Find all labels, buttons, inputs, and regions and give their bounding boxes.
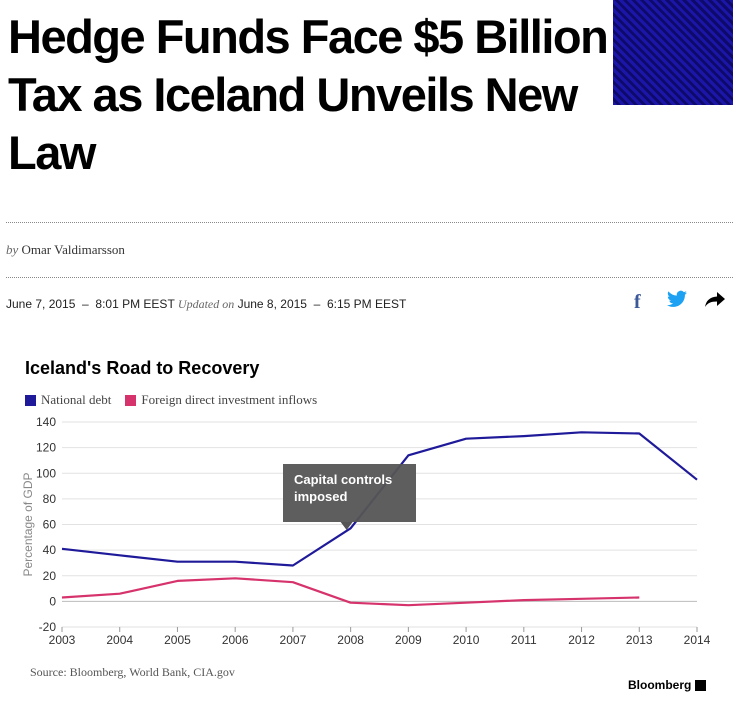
y-tick-label: -20	[39, 620, 57, 634]
y-tick-label: 40	[43, 543, 57, 557]
y-tick-label: 80	[43, 492, 57, 506]
x-tick-label: 2009	[395, 633, 422, 647]
byline: by Omar Valdimarsson	[6, 242, 125, 258]
divider-top	[6, 222, 733, 223]
annotation-text: Capital controls imposed	[294, 472, 392, 504]
chart-title: Iceland's Road to Recovery	[25, 358, 260, 378]
byline-prefix: by	[6, 242, 19, 257]
x-tick-label: 2010	[453, 633, 480, 647]
legend-item-fdi: Foreign direct investment inflows	[125, 392, 317, 408]
line-chart-plot: -20 0 20 40 60 80 100 120 140 2003 2004 2005 2006 200…	[21, 415, 711, 647]
chart-source: Source: Bloomberg, World Bank, CIA.gov	[30, 665, 235, 679]
x-tick-label: 2011	[511, 633, 537, 647]
brand-label: Bloomberg	[628, 678, 692, 692]
chart: Iceland's Road to Recovery National debt…	[0, 350, 733, 707]
updated-time: June 8, 2015 – 6:15 PM EEST	[237, 297, 407, 311]
legend-swatch-national-debt	[25, 394, 36, 406]
y-tick-label: 60	[43, 518, 57, 532]
x-tick-label: 2004	[106, 633, 133, 647]
updated-label: Updated on	[177, 297, 235, 311]
chart-legend: National debt Foreign direct investment …	[25, 392, 317, 408]
author-link[interactable]: Omar Valdimarsson	[21, 242, 125, 257]
y-tick-label: 140	[36, 415, 56, 429]
y-axis-label: Percentage of GDP	[21, 472, 35, 576]
facebook-share-icon[interactable]: f	[634, 291, 641, 313]
x-tick-label: 2012	[568, 633, 595, 647]
legend-swatch-fdi	[125, 394, 137, 406]
x-tick-label: 2005	[164, 633, 191, 647]
dateline: June 7, 2015 – 8:01 PM EEST Updated on J…	[6, 297, 406, 312]
article-headline: Hedge Funds Face $5 Billion Tax as Icela…	[6, 8, 706, 182]
x-tick-label: 2014	[684, 633, 711, 647]
twitter-share-icon[interactable]	[667, 290, 687, 314]
legend-label-fdi: Foreign direct investment inflows	[141, 392, 318, 407]
legend-item-national-debt: National debt	[25, 392, 111, 408]
x-tick-label: 2006	[222, 633, 249, 647]
y-tick-label: 120	[36, 441, 56, 455]
x-tick-label: 2007	[280, 633, 307, 647]
headline-line-3: Law	[6, 126, 101, 179]
headline-line-2: Tax as Iceland Unveils New	[6, 68, 583, 121]
annotation-box	[283, 464, 416, 522]
legend-label-national-debt: National debt	[41, 392, 112, 407]
y-tick-label: 0	[49, 594, 56, 608]
forward-share-icon[interactable]	[705, 290, 725, 314]
bloomberg-brand: Bloomberg	[628, 678, 707, 692]
x-tick-label: 2003	[49, 633, 76, 647]
annotation-pointer	[340, 522, 353, 530]
x-tick-label: 2008	[337, 633, 364, 647]
published-time: June 7, 2015 – 8:01 PM EEST	[6, 297, 175, 311]
bloomberg-logo-icon	[695, 679, 707, 691]
hero-image-background	[613, 0, 733, 105]
divider-bottom	[6, 277, 733, 278]
y-tick-label: 100	[36, 466, 56, 480]
headline-line-1: Hedge Funds Face $5 Billion	[6, 10, 614, 63]
y-tick-label: 20	[43, 569, 57, 583]
x-tick-label: 2013	[626, 633, 653, 647]
